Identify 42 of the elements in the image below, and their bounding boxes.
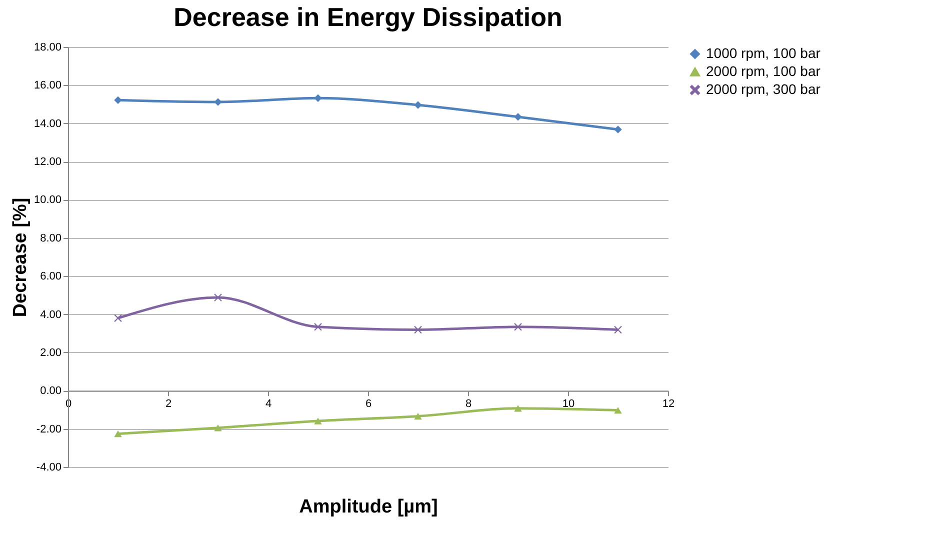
y-axis-title: Decrease [%] xyxy=(10,198,31,318)
point xyxy=(414,326,422,334)
legend-label: 1000 rpm, 100 bar xyxy=(706,45,821,61)
point xyxy=(414,412,422,420)
point xyxy=(214,424,222,432)
y-tick-label: 10.00 xyxy=(34,194,62,206)
y-tick-label: 16.00 xyxy=(34,80,62,92)
point xyxy=(114,96,122,104)
x-tick-label: 6 xyxy=(365,398,372,410)
point xyxy=(514,405,522,412)
point xyxy=(314,94,322,102)
point xyxy=(514,113,522,121)
legend-label: 2000 rpm, 300 bar xyxy=(706,81,821,97)
y-tick-label: 12.00 xyxy=(34,156,62,168)
x-tick-label: 8 xyxy=(465,398,472,410)
x-axis-title: Amplitude [µm] xyxy=(299,496,438,518)
point xyxy=(114,430,122,438)
point xyxy=(114,314,122,322)
chart-title: Decrease in Energy Dissipation xyxy=(174,2,562,32)
point xyxy=(314,418,322,424)
y-tick-label: -4.00 xyxy=(36,462,62,474)
point xyxy=(514,323,522,331)
x-tick-label: 4 xyxy=(265,398,272,410)
point xyxy=(414,101,422,109)
point xyxy=(214,294,222,302)
point xyxy=(614,126,622,134)
y-tick-label: 14.00 xyxy=(34,118,62,130)
y-tick-label: 4.00 xyxy=(40,308,62,321)
y-tick-label: 18.00 xyxy=(34,42,62,54)
point xyxy=(614,326,622,334)
y-tick-label: 0.00 xyxy=(40,385,62,398)
legend-label: 2000 rpm, 100 bar xyxy=(706,63,821,79)
point xyxy=(314,323,322,331)
x-tick-label: 10 xyxy=(562,398,575,410)
y-tick-label: 6.00 xyxy=(40,270,62,283)
x-tick-label: 2 xyxy=(165,398,172,410)
y-tick-label: 2.00 xyxy=(40,346,62,359)
x-tick-label: 12 xyxy=(662,398,675,410)
point xyxy=(614,406,622,414)
y-tick-label: 8.00 xyxy=(40,232,62,244)
y-tick-label: -2.00 xyxy=(36,423,62,436)
point xyxy=(214,98,222,106)
